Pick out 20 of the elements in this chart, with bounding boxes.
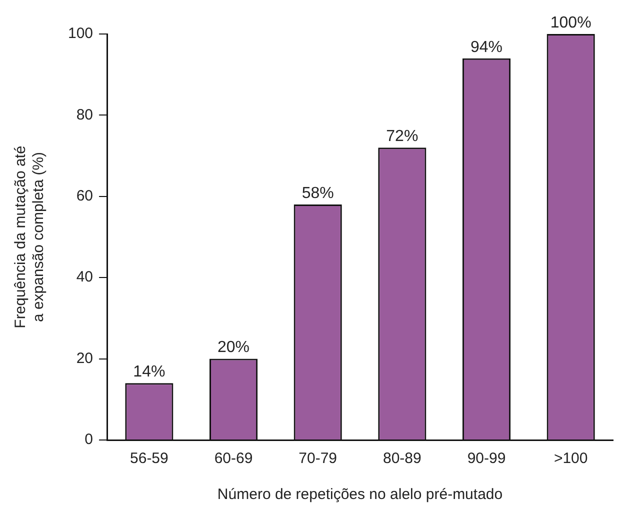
y-axis-title: Frequência da mutação até a expansão completa (%) — [12, 146, 48, 328]
data-label: 100% — [550, 14, 592, 32]
y-tick-label: 40 — [76, 268, 94, 286]
x-tick-label: 90-99 — [467, 450, 506, 468]
data-label: 14% — [133, 364, 166, 381]
x-tick-label: 60-69 — [214, 450, 253, 468]
y-tick-label: 0 — [84, 431, 94, 448]
x-tick-label: >100 — [554, 450, 588, 468]
x-axis-title: Número de repetições no alelo pré-mutado — [217, 486, 503, 504]
data-label: 20% — [218, 339, 250, 356]
y-tick-label: 60 — [76, 188, 94, 205]
x-tick-label: 56-59 — [130, 450, 168, 468]
y-tick-label: 100 — [68, 25, 94, 42]
y-tick-label: 80 — [76, 106, 94, 124]
data-label: 94% — [470, 38, 503, 56]
data-label: 58% — [302, 184, 334, 202]
x-tick-label: 70-79 — [298, 450, 338, 468]
y-tick-label: 20 — [76, 350, 94, 367]
data-label: 72% — [386, 128, 418, 146]
x-tick-label: 80-89 — [382, 450, 422, 468]
